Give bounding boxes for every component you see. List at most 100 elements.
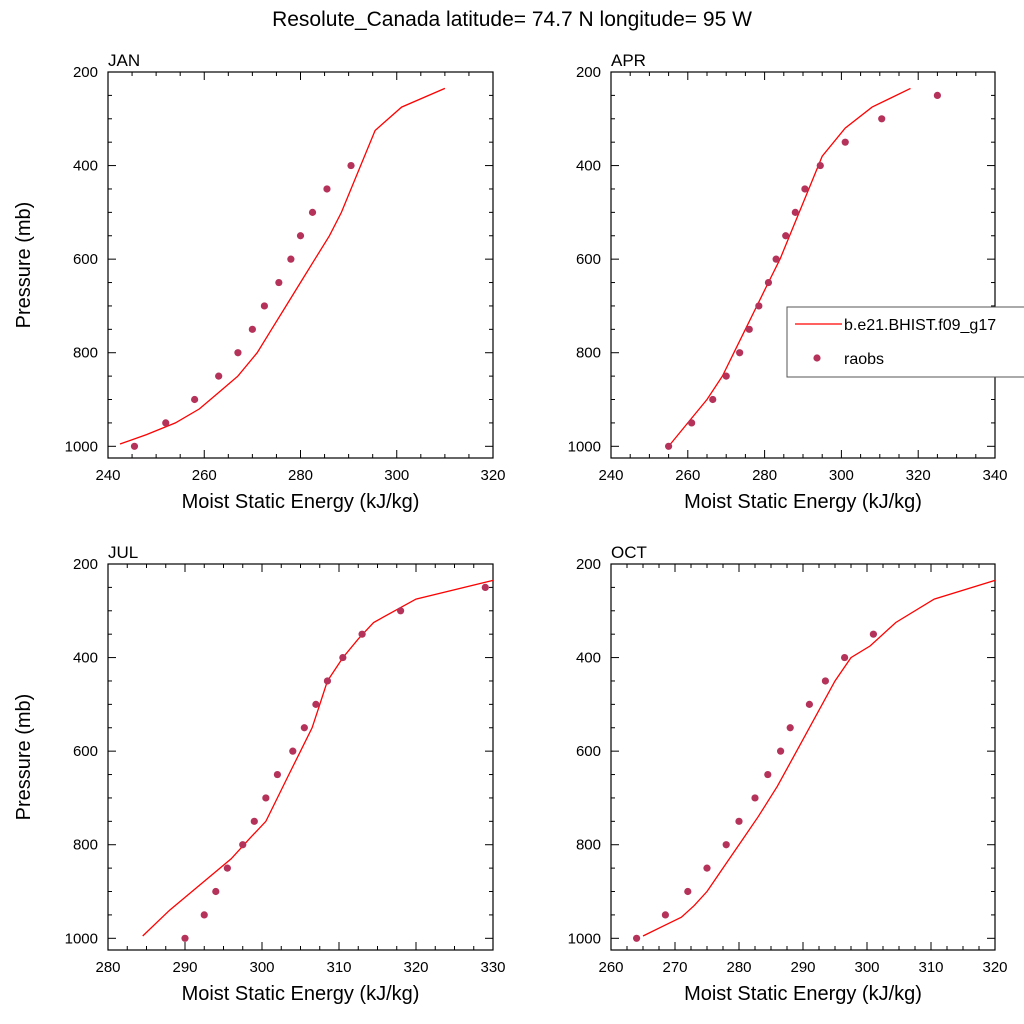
legend-obs-marker: [813, 354, 821, 362]
x-tick-label: 300: [854, 959, 879, 976]
obs-marker: [764, 770, 772, 779]
y-tick-label: 800: [73, 837, 98, 854]
y-tick-label: 1000: [65, 438, 98, 455]
x-axis-title: Moist Static Energy (kJ/kg): [182, 983, 420, 1005]
x-tick-label: 270: [662, 959, 687, 976]
obs-marker: [764, 278, 773, 287]
y-tick-label: 1000: [568, 438, 601, 455]
x-tick-label: 300: [829, 467, 854, 484]
y-tick-label: 800: [576, 345, 601, 362]
obs-marker: [323, 677, 332, 685]
y-tick-label: 200: [73, 556, 98, 573]
obs-marker: [722, 372, 730, 380]
obs-marker: [772, 255, 780, 263]
obs-marker: [200, 911, 208, 919]
obs-marker: [162, 419, 170, 427]
obs-marker: [358, 630, 366, 638]
obs-marker: [801, 185, 809, 193]
figure-title: Resolute_Canada latitude= 74.7 N longitu…: [272, 8, 752, 31]
obs-marker: [777, 747, 785, 755]
x-tick-label: 290: [172, 959, 197, 976]
obs-marker: [215, 372, 223, 380]
y-tick-label: 600: [576, 251, 601, 268]
y-tick-label: 200: [73, 64, 98, 81]
model-line: [142, 579, 494, 937]
x-tick-label: 240: [598, 467, 623, 484]
x-tick-label: 310: [918, 959, 943, 976]
obs-marker: [287, 255, 295, 263]
panel-jan: JAN 240 260 280 300 320 200 400 600 800 1000 Moist …: [13, 51, 506, 513]
panel-jul: JUL 280 290 300 310 320 330 200 400 600 800 1000 Moi…: [13, 543, 506, 1005]
x-tick-label: 310: [326, 959, 351, 976]
y-tick-label: 400: [73, 158, 98, 175]
x-tick-label: 300: [384, 467, 409, 484]
obs-marker: [821, 677, 830, 685]
x-axis-title: Moist Static Energy (kJ/kg): [684, 983, 922, 1005]
obs-marker: [347, 161, 355, 170]
y-tick-label: 600: [73, 251, 98, 268]
x-tick-label: 280: [95, 959, 120, 976]
y-axis-title: Pressure (mb): [13, 694, 35, 821]
plot-frame: [107, 563, 494, 951]
obs-marker: [397, 607, 405, 615]
obs-marker: [869, 630, 878, 638]
x-tick-label: 260: [675, 467, 700, 484]
panels: JAN 240 260 280 300 320 200 400 600 800 1000 Moist …: [13, 51, 1008, 1005]
legend-box: [786, 306, 1024, 378]
obs-marker: [661, 911, 670, 919]
panel-label: JUL: [108, 543, 138, 562]
obs-marker: [273, 770, 281, 779]
x-tick-label: 320: [982, 959, 1007, 976]
obs-marker: [181, 934, 189, 942]
obs-marker: [323, 185, 331, 193]
obs-marker: [735, 817, 743, 825]
panel-label: OCT: [611, 543, 647, 562]
obs-marker: [805, 700, 814, 708]
obs-marker: [841, 138, 849, 146]
x-tick-label: 240: [95, 467, 120, 484]
obs-marker: [665, 442, 673, 450]
obs-marker: [312, 700, 320, 708]
x-tick-label: 260: [598, 959, 623, 976]
obs-marker: [289, 747, 297, 755]
obs-marker: [481, 583, 489, 591]
obs-marker: [191, 395, 199, 404]
plot-frame: [610, 563, 996, 951]
obs-marker: [782, 232, 790, 240]
y-tick-label: 200: [576, 556, 601, 573]
obs-marker: [296, 232, 305, 240]
y-tick-label: 400: [576, 650, 601, 667]
obs-marker: [223, 864, 231, 872]
obs-marker: [275, 278, 283, 287]
obs-marker: [633, 934, 641, 942]
model-line: [642, 579, 996, 937]
obs-marker: [755, 302, 763, 310]
x-tick-label: 320: [480, 467, 505, 484]
obs-marker: [791, 208, 799, 216]
obs-marker: [234, 349, 242, 357]
x-tick-label: 340: [982, 467, 1007, 484]
legend-model-label: b.e21.BHIST.f09_g17: [844, 317, 996, 334]
y-tick-label: 200: [576, 64, 601, 81]
x-axis-title: Moist Static Energy (kJ/kg): [684, 491, 922, 513]
model-line: [119, 87, 446, 445]
obs-marker: [339, 653, 347, 662]
model-line: [669, 87, 911, 445]
obs-marker: [262, 794, 270, 802]
legend-obs-label: raobs: [844, 351, 884, 368]
obs-marker: [878, 115, 886, 123]
panel-label: APR: [611, 51, 646, 70]
y-tick-label: 800: [73, 345, 98, 362]
obs-marker: [130, 442, 139, 450]
obs-marker: [300, 724, 308, 732]
obs-marker: [250, 817, 258, 825]
obs-marker: [239, 841, 247, 849]
obs-marker: [248, 325, 256, 333]
obs-marker: [841, 653, 849, 662]
plot-frame: [107, 71, 494, 459]
x-tick-label: 280: [288, 467, 313, 484]
x-tick-label: 290: [790, 959, 815, 976]
y-tick-label: 400: [73, 650, 98, 667]
